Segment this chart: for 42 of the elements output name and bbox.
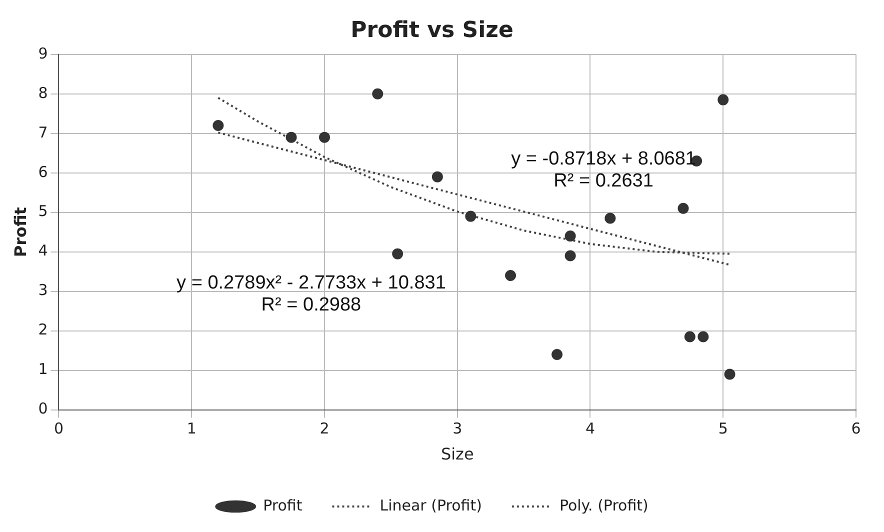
point [318,132,330,143]
x-tick-label: 5 [718,420,728,438]
legend-label: Profit [263,496,302,514]
point [724,368,736,380]
y-tick-label: 0 [38,400,48,418]
legend-label: Linear (Profit) [380,496,482,514]
point [372,88,384,100]
point [552,349,563,360]
y-tick-label: 3 [38,281,48,300]
point [212,120,224,131]
point [505,270,516,282]
point [432,171,443,182]
point [678,202,689,214]
y-tick-label: 5 [38,202,48,220]
y-tick-label: 6 [38,162,48,181]
x-tick-label: 6 [851,420,861,438]
point [465,210,476,222]
y-tick-label: 9 [38,44,48,62]
x-axis-title: Size [440,444,474,464]
chart-title: Profit vs Size [350,18,514,43]
point [684,331,696,342]
annotation: y = -0.8718x + 8.0681 R² = 0.2631 [511,148,696,192]
x-tick-label: 1 [186,420,196,438]
legend-label: Poly. (Profit) [559,496,648,514]
annotation: y = 0.2789x² - 2.7733x + 10.831 R² = 0.2988 [176,272,446,316]
y-tick-label: 1 [38,360,48,378]
y-axis-title: Profit [10,206,30,258]
point [564,250,576,262]
point [286,132,297,143]
y-tick-label: 2 [38,320,48,339]
x-tick-label: 3 [452,420,462,438]
x-tick-label: 0 [54,420,64,438]
x-tick-label: 2 [320,420,330,438]
point [392,248,404,260]
point [604,212,616,224]
x-tick-label: 4 [585,420,596,438]
point [564,230,576,242]
point [718,94,729,106]
y-tick-label: 4 [38,242,48,260]
point [698,331,709,342]
y-tick-label: 8 [38,84,48,102]
y-tick-label: 7 [38,123,48,142]
